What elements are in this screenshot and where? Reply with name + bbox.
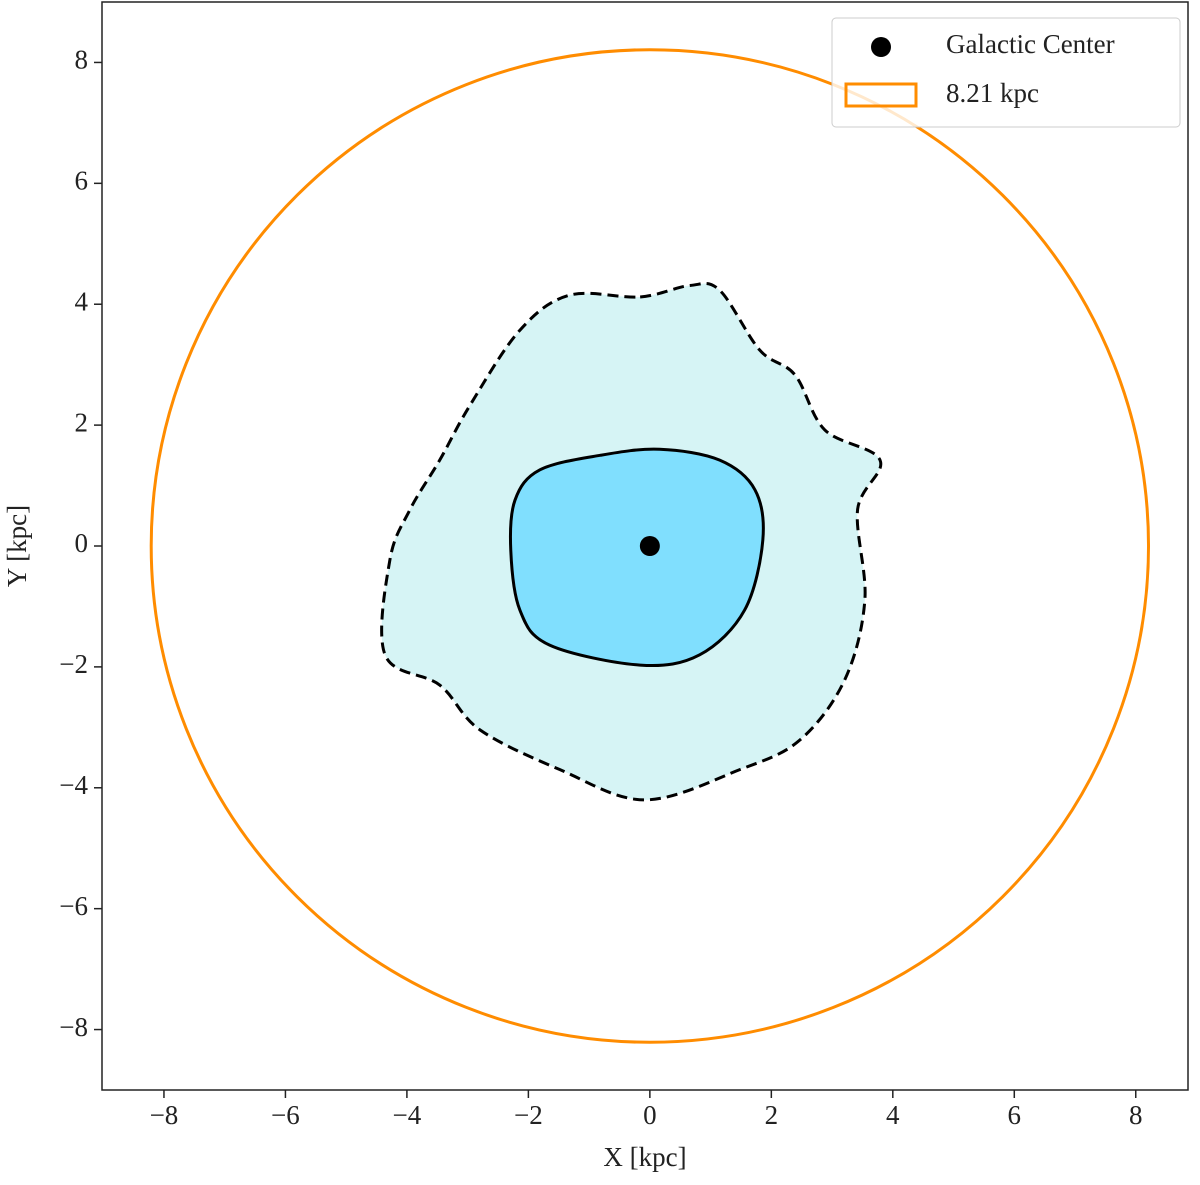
y-tick-label: 0 (75, 528, 89, 558)
y-tick-label: 8 (75, 45, 89, 75)
x-tick-label: −2 (514, 1100, 543, 1130)
y-tick-label: −8 (59, 1012, 88, 1042)
x-tick-label: −4 (393, 1100, 422, 1130)
x-tick-label: 2 (765, 1100, 779, 1130)
y-tick-label: −2 (59, 649, 88, 679)
x-axis-label: X [kpc] (603, 1142, 686, 1172)
contour (508, 447, 765, 667)
x-tick-label: 4 (886, 1100, 900, 1130)
y-tick-label: −6 (59, 891, 88, 921)
legend-box (831, 17, 1181, 128)
y-tick-label: −4 (59, 770, 88, 800)
y-tick-label: 2 (75, 407, 89, 437)
legend-label: 8.21 kpc (946, 78, 1039, 108)
x-tick-label: 0 (643, 1100, 657, 1130)
x-tick-label: −6 (271, 1100, 300, 1130)
x-tick-label: 8 (1129, 1100, 1143, 1130)
y-tick-label: 6 (75, 166, 89, 196)
y-axis-label: Y [kpc] (2, 505, 32, 587)
y-tick-label: 4 (75, 286, 89, 316)
galactic-center (639, 536, 660, 556)
legend-marker (844, 82, 918, 108)
x-tick-label: 6 (1008, 1100, 1022, 1130)
legend-marker (871, 37, 891, 57)
legend-label: Galactic Center (946, 29, 1115, 59)
radius-circle (149, 48, 1151, 1044)
x-tick-label: −8 (150, 1100, 179, 1130)
